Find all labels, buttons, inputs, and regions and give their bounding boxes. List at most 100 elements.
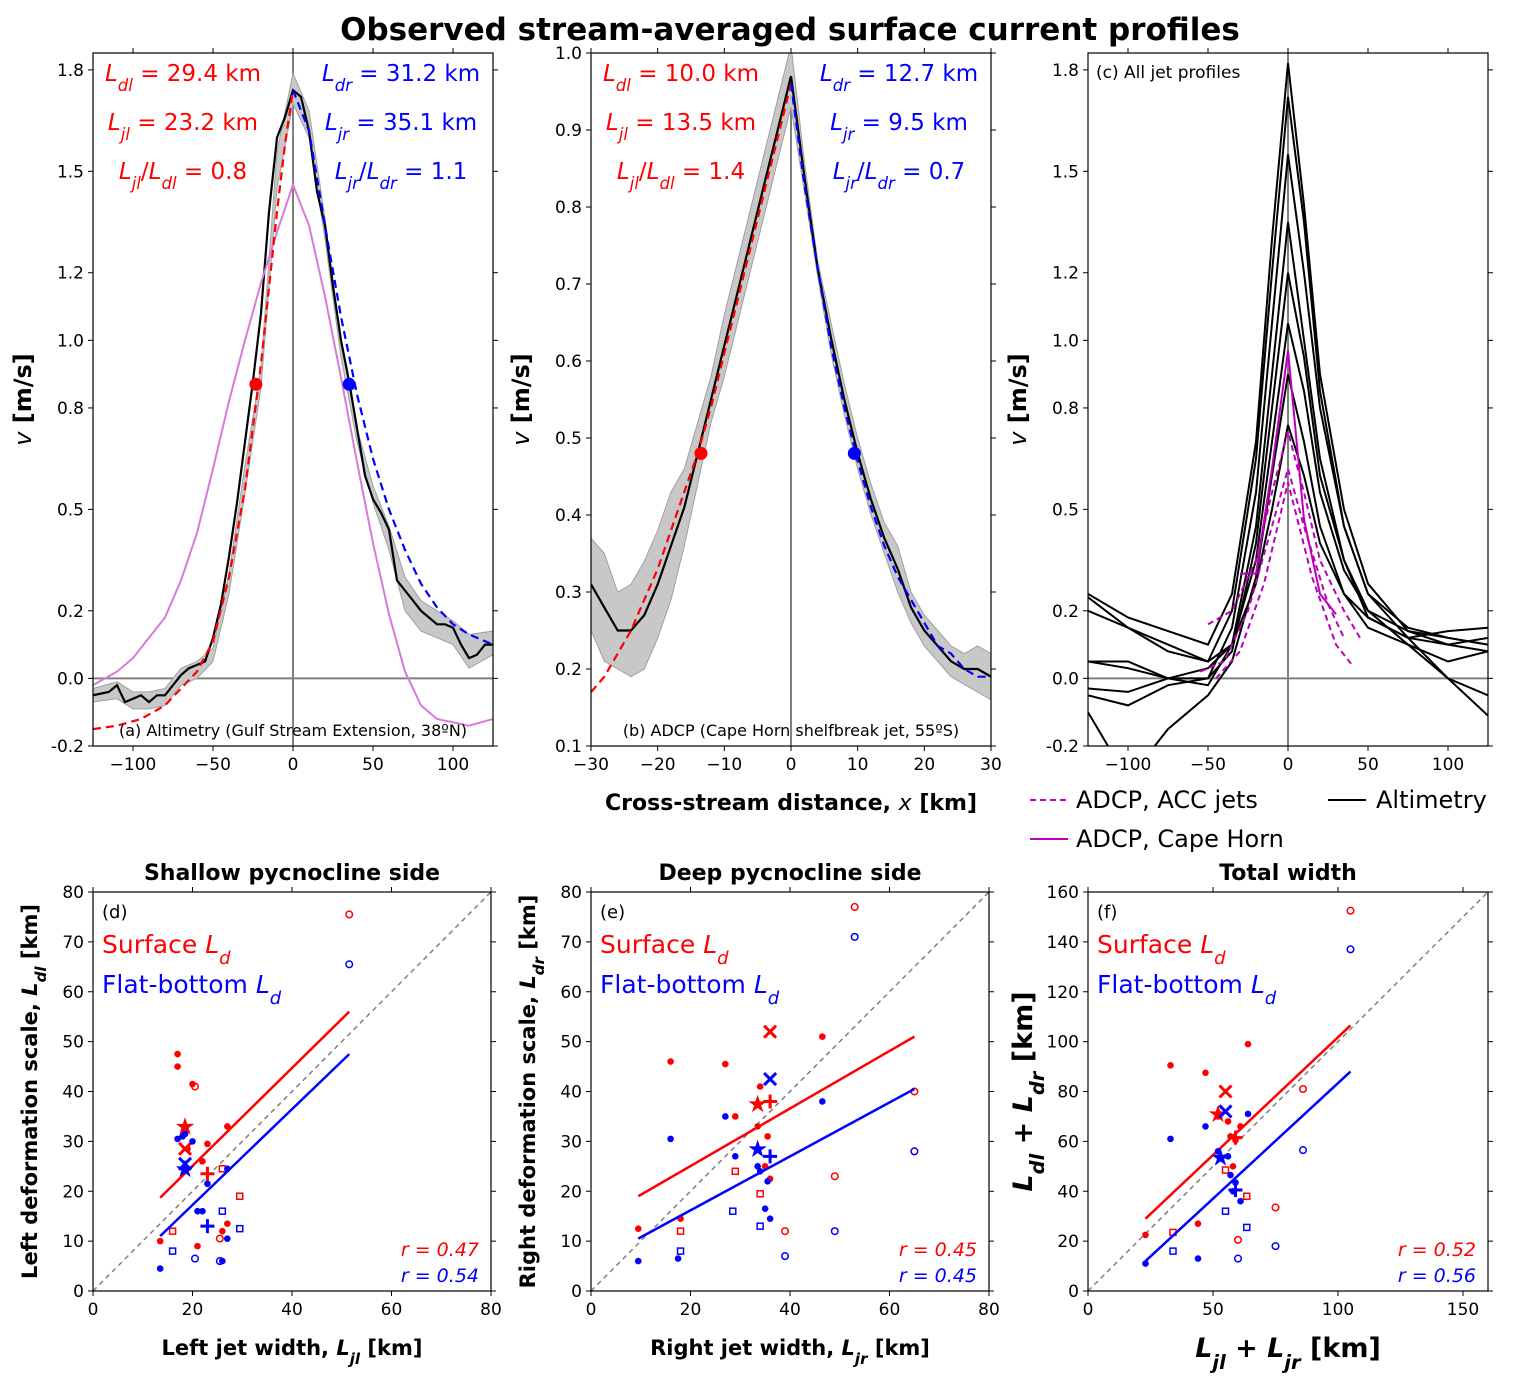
plot-area: ★★ (591, 892, 989, 1291)
right-fit-line (291, 89, 493, 646)
flat-open-square-point (236, 1224, 244, 1233)
right-width-marker (342, 377, 356, 391)
y-tick-label: 0.0 (1052, 669, 1079, 689)
x-tick-label: 150 (1447, 1300, 1479, 1320)
flat-altimetry-point (194, 1207, 201, 1215)
surface-altimetry-point (731, 1113, 739, 1120)
y-tick-label: 0.9 (555, 121, 582, 141)
adcp-acc-profile-line (1215, 482, 1353, 680)
adcp-acc-profile-line (1207, 427, 1361, 639)
right-fit-line (789, 83, 991, 678)
y-tick-label: 30 (560, 1132, 582, 1152)
surface-altimetry-point (634, 1225, 642, 1232)
flat-altimetry-point (156, 1265, 164, 1272)
flat-open-square-point (1243, 1223, 1251, 1232)
x-tick-label: 20 (182, 1300, 204, 1320)
symmetric-profile-line (93, 181, 493, 727)
right-width-marker (847, 446, 861, 460)
flat-altimetry-point (754, 1163, 761, 1170)
altimetry-profile-line (1088, 221, 1488, 687)
flat-open-square-point (1169, 1247, 1177, 1255)
surface-cross-point (763, 1024, 778, 1039)
x-axis-label: Right jet width, Ljr [km] (650, 1336, 930, 1368)
x-tick-label: 40 (779, 1300, 801, 1320)
surface-cross-point (177, 1141, 193, 1156)
plot-area (591, 53, 991, 746)
flat-cross-point (1218, 1104, 1233, 1119)
flat-altimetry-point (1142, 1260, 1149, 1267)
surface-altimetry-point (1194, 1220, 1202, 1227)
shared-xlabel: Cross-stream distance, x [km] (605, 791, 977, 816)
flat-cross-point (763, 1071, 778, 1087)
y-tick-label: 1.8 (57, 61, 84, 81)
plot-area: ★★ (1088, 892, 1488, 1291)
x-tick-label: 10 (847, 755, 869, 775)
x-tick-label: −100 (1105, 755, 1152, 775)
left-width-marker (249, 377, 263, 391)
one-to-one-line (591, 892, 989, 1291)
surface-regression-line (159, 1010, 351, 1199)
flat-open-circle-point (830, 1227, 839, 1236)
right-stat-label: Ldr = 31.2 km (322, 61, 480, 95)
flat-regression-line (159, 1053, 351, 1238)
y-axis-label: v [m/s] (9, 353, 37, 446)
surface-open-square-point (1221, 1166, 1230, 1174)
altimetry-profile-line (1088, 96, 1488, 663)
flat-regression-line (1144, 1070, 1352, 1262)
flat-open-square-point (1221, 1207, 1230, 1215)
surface-open-square-point (731, 1167, 740, 1176)
y-tick-label: 0.0 (57, 669, 84, 689)
flat-altimetry-point (189, 1138, 196, 1145)
altimetry-profile-line (1088, 154, 1488, 707)
legend-flat-bottom-ld: Flat-bottom Ld (1097, 970, 1277, 1009)
y-tick-label: 60 (560, 983, 582, 1003)
panel-c-all-profiles: −100 −50 0 50 100 -0.2 0.0 0.2 0.5 0.8 1.0 1.2 1.5 1.… (1004, 48, 1493, 775)
legend-label-altimetry: Altimetry (1376, 786, 1487, 814)
legend-label-cape: ADCP, Cape Horn (1076, 825, 1284, 853)
surface-open-square-point (168, 1227, 177, 1235)
panel-title: Total width (1219, 861, 1357, 886)
y-axis-label: Right deformation scale, Ldr [km] (516, 895, 548, 1289)
surface-altimetry-point (1142, 1231, 1149, 1239)
flat-star-point: ★ (174, 1155, 196, 1183)
x-tick-label: 80 (480, 1300, 502, 1320)
left-stat-label: Ldl = 29.4 km (105, 61, 261, 95)
surface-altimetry-point (754, 1123, 761, 1130)
y-axis-label: Ldl + Ldr [km] (1008, 991, 1049, 1191)
legend-label-acc: ADCP, ACC jets (1076, 786, 1258, 814)
surface-altimetry-point (174, 1063, 181, 1070)
surface-open-circle-point (190, 1082, 200, 1091)
r-value-flat: r = 0.54 (401, 1265, 479, 1287)
surface-open-square-point (756, 1189, 764, 1198)
x-tick-label: 100 (1432, 755, 1464, 775)
surface-altimetry-point (156, 1237, 164, 1245)
y-tick-label: 40 (560, 1083, 582, 1103)
y-tick-label: 60 (62, 983, 84, 1003)
y-tick-label: 0.7 (555, 275, 582, 295)
y-tick-label: 0 (571, 1282, 582, 1302)
x-tick-label: 0 (88, 1300, 99, 1320)
flat-altimetry-point (766, 1215, 774, 1222)
left-stat-label: Ljl/Ldl = 1.4 (617, 159, 745, 193)
flat-altimetry-point (181, 1130, 189, 1138)
x-tick-label: 20 (914, 755, 936, 775)
right-stat-label: Ldr = 12.7 km (820, 61, 978, 95)
surface-altimetry-point (1237, 1123, 1244, 1130)
r-value-surface: r = 0.45 (899, 1239, 977, 1261)
flat-altimetry-point (764, 1177, 771, 1185)
surface-altimetry-point (722, 1060, 729, 1068)
x-tick-label: 100 (437, 755, 469, 775)
surface-open-circle-point (830, 1172, 839, 1181)
flat-altimetry-point (1237, 1197, 1244, 1205)
flat-altimetry-point (174, 1135, 181, 1143)
flat-open-circle-point (1346, 945, 1355, 954)
flat-cross-point (177, 1156, 193, 1171)
altimetry-profile-line (1088, 323, 1488, 693)
y-tick-label: 0.8 (555, 198, 582, 218)
left-fit-line (93, 90, 295, 731)
y-tick-label: -0.2 (1046, 737, 1079, 757)
surface-open-circle-point (1271, 1203, 1280, 1212)
flat-altimetry-point (674, 1255, 682, 1262)
panel-b-adcp: −30 −20 −10 0 10 20 30 0.1 0.2 0.3 0.4 0.5 0.6 0.7 0.8… (507, 44, 1002, 775)
surface-open-circle-point (215, 1234, 224, 1243)
